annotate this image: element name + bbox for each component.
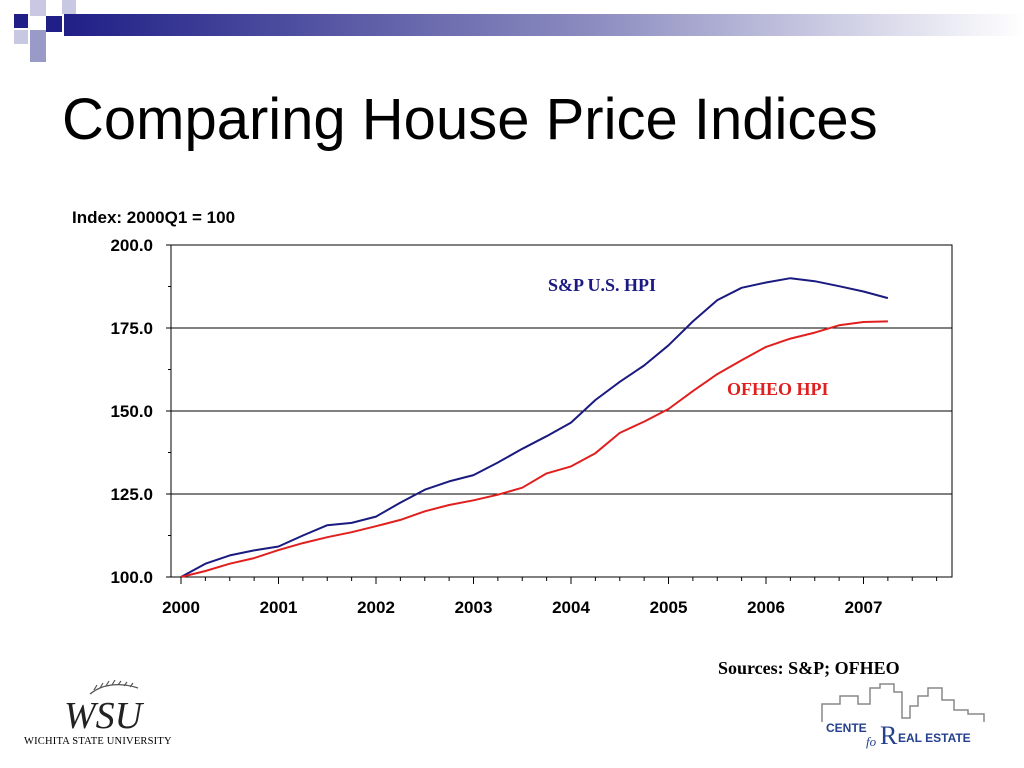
corner-squares-decoration <box>14 0 76 62</box>
top-gradient-bar <box>64 14 1024 36</box>
corner-square <box>30 30 46 46</box>
series-label-ofheo: OFHEO HPI <box>727 379 829 399</box>
x-tick-label: 2002 <box>357 598 395 617</box>
page-title: Comparing House Price Indices <box>62 87 878 152</box>
corner-square <box>46 16 62 32</box>
series-lines <box>180 277 889 578</box>
wsu-logo: WSU WICHITA STATE UNIVERSITY <box>24 680 172 755</box>
wheat-icon: WSU <box>64 680 145 737</box>
y-tick-label: 200.0 <box>110 236 153 255</box>
corner-square <box>14 30 28 44</box>
x-tick-label: 2001 <box>260 598 298 617</box>
x-tick-label: 2006 <box>747 598 785 617</box>
y-axis-label: Index: 2000Q1 = 100 <box>72 208 235 227</box>
center-for-real-estate-logo: CENTE fo R EAL ESTATE <box>821 683 985 750</box>
wsu-mark-text: WSU <box>64 695 145 737</box>
corner-square <box>30 46 46 62</box>
x-axis: 2000 2001 2002 2003 2004 2005 2006 2007 <box>162 577 938 617</box>
series-line-ofheo <box>180 320 888 578</box>
corner-square <box>30 0 46 16</box>
gridlines <box>171 327 952 495</box>
y-tick-label: 150.0 <box>110 402 153 421</box>
x-tick-label: 2004 <box>552 598 590 617</box>
y-tick-label: 175.0 <box>110 319 153 338</box>
y-tick-label: 100.0 <box>110 568 153 587</box>
y-tick-label: 125.0 <box>110 485 153 504</box>
x-tick-label: 2005 <box>650 598 688 617</box>
corner-square <box>62 0 76 14</box>
center-r-text: R <box>880 721 898 750</box>
skyline-icon <box>821 683 985 722</box>
center-text: CENTE <box>826 721 867 735</box>
center-for-text: fo <box>866 734 877 749</box>
real-estate-text: EAL ESTATE <box>898 731 971 745</box>
x-tick-label: 2007 <box>845 598 883 617</box>
y-axis: 100.0 125.0 150.0 175.0 200.0 <box>110 236 171 587</box>
wsu-name: WICHITA STATE UNIVERSITY <box>24 736 172 747</box>
series-line-sp <box>180 277 889 578</box>
x-tick-label: 2000 <box>162 598 200 617</box>
sources-note: Sources: S&P; OFHEO <box>718 658 900 678</box>
series-label-sp: S&P U.S. HPI <box>548 275 656 295</box>
corner-square <box>14 14 28 28</box>
x-tick-label: 2003 <box>455 598 493 617</box>
